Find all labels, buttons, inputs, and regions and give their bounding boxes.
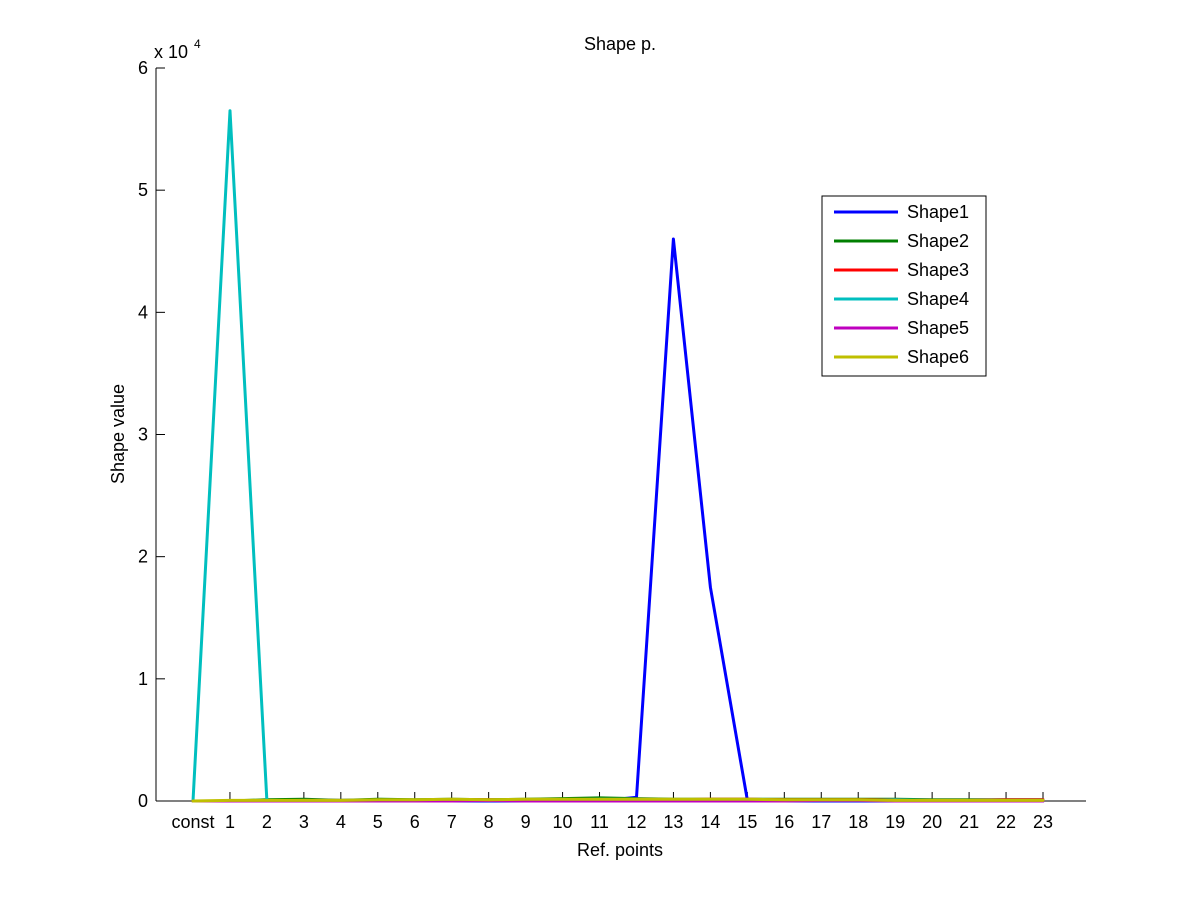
- x-tick-label: 6: [410, 812, 420, 832]
- y-tick-label: 3: [138, 425, 148, 445]
- x-tick-label: 18: [848, 812, 868, 832]
- y-exponent-base: x 10: [154, 42, 188, 62]
- x-tick-label: 16: [774, 812, 794, 832]
- axes: [155, 68, 1086, 802]
- y-tick-label: 2: [138, 547, 148, 567]
- x-tick-label: const: [171, 812, 214, 832]
- y-tick-label: 5: [138, 180, 148, 200]
- x-tick-label: 8: [484, 812, 494, 832]
- x-tick-label: 12: [626, 812, 646, 832]
- x-tick-label: 9: [521, 812, 531, 832]
- x-tick-label: 4: [336, 812, 346, 832]
- y-axis-label: Shape value: [108, 384, 128, 484]
- x-tick-label: 5: [373, 812, 383, 832]
- legend-box: [821, 195, 987, 377]
- legend: Shape1 Shape2 Shape3 Shape4 Shape5 Shape6: [821, 195, 987, 377]
- legend-label-shape4: Shape4: [907, 289, 969, 309]
- chart-title: Shape p.: [584, 34, 656, 54]
- x-tick-label: 1: [225, 812, 235, 832]
- plot-area: [156, 68, 1086, 801]
- x-tick-label: 13: [663, 812, 683, 832]
- y-ticks: 0 1 2 3 4 5 6: [138, 58, 165, 811]
- x-tick-label: 15: [737, 812, 757, 832]
- x-tick-label: 17: [811, 812, 831, 832]
- legend-label-shape5: Shape5: [907, 318, 969, 338]
- y-exponent-power: 4: [194, 37, 201, 51]
- legend-label-shape1: Shape1: [907, 202, 969, 222]
- y-tick-label: 4: [138, 302, 148, 322]
- y-tick-label: 1: [138, 669, 148, 689]
- y-tick-label: 6: [138, 58, 148, 78]
- x-tick-label: 22: [996, 812, 1016, 832]
- x-tick-label: 19: [885, 812, 905, 832]
- legend-label-shape3: Shape3: [907, 260, 969, 280]
- x-axis-label: Ref. points: [577, 840, 663, 860]
- series-lines: [191, 109, 1045, 803]
- x-tick-label: 23: [1033, 812, 1053, 832]
- x-tick-label: 20: [922, 812, 942, 832]
- x-tick-label: 2: [262, 812, 272, 832]
- series-line-shape6: [191, 797, 1045, 803]
- x-tick-label: 10: [553, 812, 573, 832]
- x-tick-label: 3: [299, 812, 309, 832]
- x-tick-label: 21: [959, 812, 979, 832]
- legend-label-shape6: Shape6: [907, 347, 969, 367]
- x-tick-label: 7: [447, 812, 457, 832]
- x-tick-label: 14: [700, 812, 720, 832]
- y-tick-label: 0: [138, 791, 148, 811]
- x-ticks: const 1 2 3 4 5 6 7 8 9 10 11 12 13 14 15 16 17 18 19 20 21 22…: [171, 792, 1053, 832]
- legend-label-shape2: Shape2: [907, 231, 969, 251]
- x-tick-label: 11: [590, 812, 609, 832]
